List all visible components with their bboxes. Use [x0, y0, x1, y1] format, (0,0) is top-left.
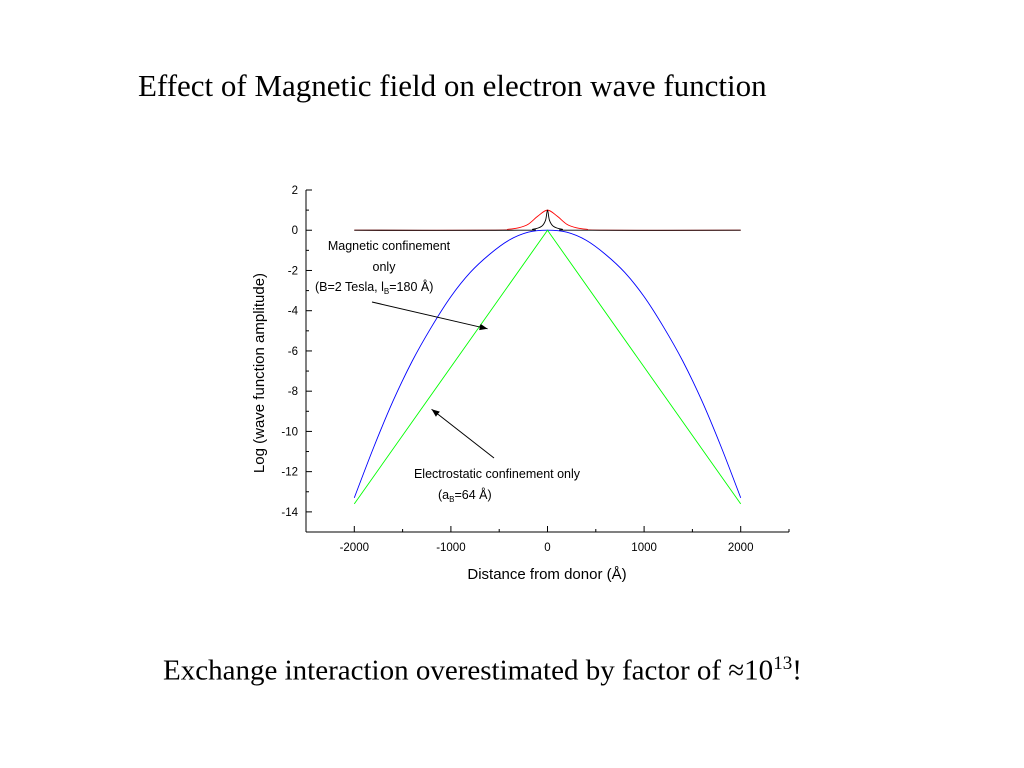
- x-tick-label: -2000: [340, 542, 369, 554]
- annotation-electrostatic-subscript: B: [449, 495, 454, 504]
- annotation-electrostatic-line2: (aB=64 Å): [438, 487, 492, 504]
- y-tick-label: -2: [288, 265, 298, 277]
- slide-title: Effect of Magnetic field on electron wav…: [138, 68, 767, 103]
- annotation-arrow-2: [431, 408, 495, 459]
- y-tick-label: -4: [288, 306, 299, 318]
- annotation-magnetic-value: =180 Å): [389, 279, 433, 294]
- x-tick-label: 1000: [631, 542, 657, 554]
- annotation-magnetic-text: (B=2 Tesla, l: [315, 280, 384, 294]
- y-tick-label: -10: [281, 426, 298, 438]
- annotation-magnetic-line1: Magnetic confinement: [328, 239, 451, 253]
- y-tick-label: -8: [288, 386, 298, 398]
- y-axis-label: Log (wave function amplitude): [251, 273, 268, 473]
- y-tick-label: 2: [292, 185, 298, 197]
- annotation-electrostatic-text: (a: [438, 488, 449, 502]
- series-line-1: [353, 229, 742, 498]
- y-tick-label: -14: [281, 507, 298, 519]
- series-line-3: [354, 209, 741, 231]
- chart-series-group: [353, 209, 742, 505]
- annotation-magnetic-subscript: B: [384, 287, 389, 296]
- conclusion-prefix: Exchange interaction overestimated by fa…: [163, 654, 774, 687]
- y-tick-label: -6: [288, 346, 298, 358]
- chart-annotations: Magnetic confinement only (B=2 Tesla, lB…: [315, 239, 581, 504]
- annotation-magnetic-line2: only: [373, 260, 397, 274]
- x-tick-label: 2000: [728, 542, 754, 554]
- y-tick-label: -12: [281, 467, 298, 479]
- conclusion-text: Exchange interaction overestimated by fa…: [163, 653, 802, 688]
- conclusion-exponent: 13: [773, 653, 793, 674]
- x-tick-label: 0: [544, 542, 550, 554]
- x-axis-label: Distance from donor (Å): [467, 566, 626, 583]
- chart-axes: 2 0 -2 -4 -6 -8 -10 -12 -14 -2000 -1000 0 1000 2000: [281, 185, 790, 554]
- conclusion-suffix: !: [792, 654, 802, 687]
- y-tick-label: 0: [292, 225, 298, 237]
- x-tick-label: -1000: [436, 542, 465, 554]
- annotation-electrostatic-value: =64 Å): [454, 487, 491, 502]
- annotation-electrostatic-line1: Electrostatic confinement only: [414, 467, 581, 481]
- series-line-2: [353, 229, 742, 505]
- annotation-magnetic-line3: (B=2 Tesla, lB=180 Å): [315, 279, 433, 296]
- series-line-4: [354, 209, 741, 231]
- annotation-arrow-1: [371, 301, 488, 331]
